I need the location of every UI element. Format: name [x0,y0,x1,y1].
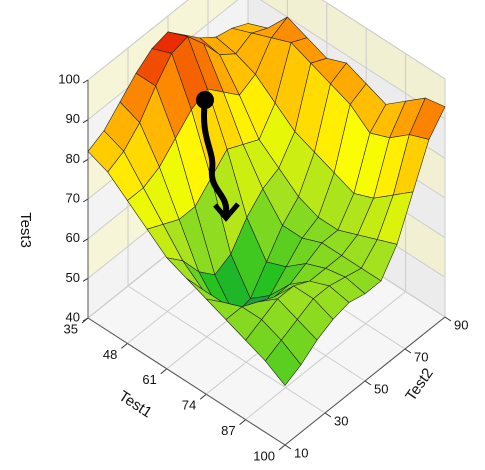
x-axis-title: Test1 [116,388,155,422]
y-tick-label: 10 [294,445,308,460]
z-tick-label: 40 [66,309,80,324]
arrow-start [196,91,214,109]
grid-line [260,0,446,120]
x-tick-label: 48 [103,347,117,362]
x-tick [199,393,207,400]
x-tick [160,368,168,375]
z-axis-title: Test3 [17,212,34,248]
arrow [201,97,230,215]
z-tick [82,79,89,84]
x-tick [81,317,89,324]
z-tick-label: 60 [66,230,80,245]
y-tick [284,444,292,450]
y-tick [444,316,452,322]
x-tick [278,444,286,451]
y-tick-label: 70 [414,349,428,364]
y-tick-label: 30 [334,413,348,428]
grid-line [127,285,326,414]
surface-cell [264,339,302,386]
z-tick [82,277,89,282]
y-tick-label: 50 [374,381,388,396]
y-axis-title: Test2 [402,365,436,404]
z-tick-label: 70 [66,190,80,205]
y-tick [364,380,372,386]
x-tick [239,419,246,425]
x-tick [121,343,128,349]
z-tick-label: 90 [66,111,80,126]
x-tick-label: 35 [64,321,78,336]
z-tick [82,198,89,203]
x-tick-label: 100 [253,448,275,463]
z-tick [82,158,89,163]
arrow-head [213,202,240,222]
y-axis [284,316,446,446]
x-axis [87,317,286,446]
y-tick [324,412,332,418]
z-tick-label: 50 [66,270,80,285]
z-tick [82,119,89,124]
x-tick-label: 74 [182,398,196,413]
y-tick-label: 90 [454,317,468,332]
x-tick-label: 61 [142,372,156,387]
x-tick-label: 87 [221,423,235,438]
z-tick-label: 80 [66,151,80,166]
z-tick [82,238,89,243]
z-tick-label: 100 [58,71,80,86]
y-tick [404,348,412,354]
grid-line [321,0,446,80]
